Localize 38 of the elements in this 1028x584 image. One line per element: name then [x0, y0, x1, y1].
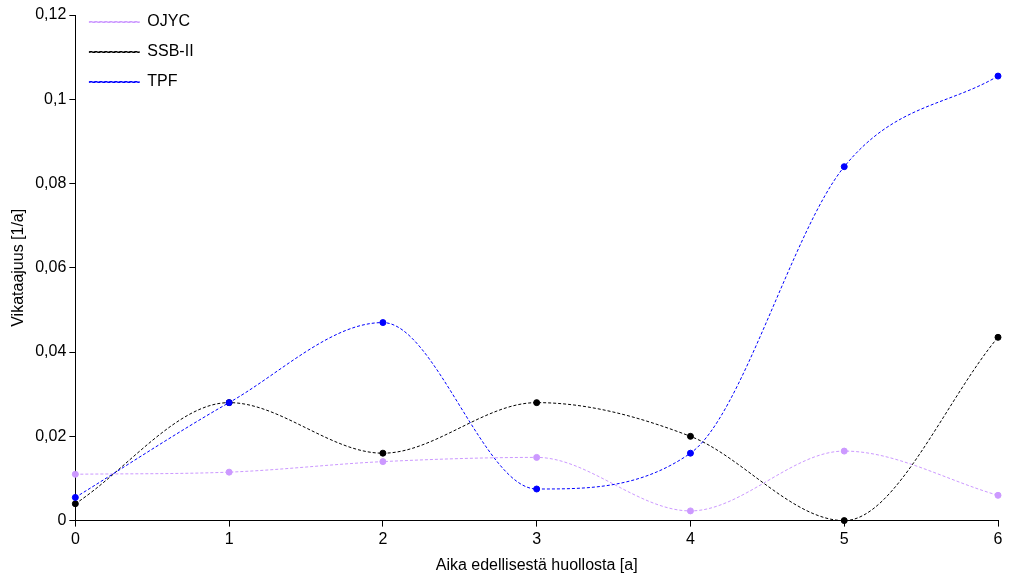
point	[71, 493, 79, 501]
point	[994, 72, 1002, 80]
point	[533, 399, 541, 407]
y-tick-label: 0,04	[35, 342, 67, 360]
x-tick-label: 1	[224, 529, 234, 547]
x-tick-label: 3	[532, 529, 542, 547]
point	[686, 432, 694, 440]
legend-label: TPF	[147, 72, 178, 90]
point	[225, 468, 233, 476]
y-tick-label: 0,08	[35, 173, 67, 191]
y-tick-label: 0,12	[35, 5, 67, 23]
legend-label: OJYC	[147, 12, 191, 30]
y-axis-title: Vikataajuus [1/a]	[9, 208, 27, 327]
point	[994, 333, 1002, 341]
point	[994, 491, 1002, 499]
point	[379, 449, 387, 457]
point	[840, 517, 848, 525]
point	[533, 485, 541, 493]
x-axis-title: Aika edellisestä huollosta [a]	[435, 555, 638, 573]
point	[379, 319, 387, 327]
y-tick-label: 0	[57, 511, 67, 529]
x-tick-label: 6	[993, 529, 1003, 547]
point	[840, 163, 848, 171]
legend-label: SSB-II	[147, 42, 194, 60]
x-tick-label: 2	[378, 529, 388, 547]
y-tick-label: 0,06	[35, 258, 67, 276]
point	[71, 500, 79, 508]
point	[686, 507, 694, 515]
x-tick-label: 5	[839, 529, 849, 547]
point	[71, 470, 79, 478]
point	[533, 453, 541, 461]
point	[379, 458, 387, 466]
point	[686, 449, 694, 457]
x-tick-label: 4	[685, 529, 695, 547]
x-tick-label: 0	[70, 529, 80, 547]
point	[840, 447, 848, 455]
y-tick-label: 0,1	[44, 89, 67, 107]
y-tick-label: 0,02	[35, 426, 67, 444]
